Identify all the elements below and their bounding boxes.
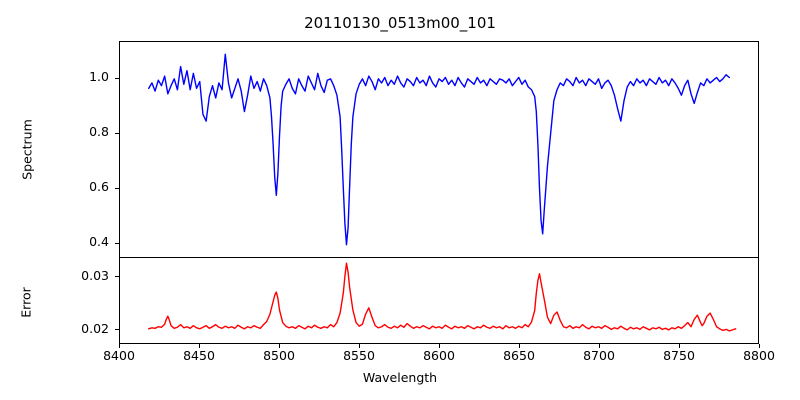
x-tick-mark (198, 344, 200, 348)
x-tick-mark (358, 344, 360, 348)
error-y-tick-label: 0.03 (81, 267, 109, 283)
x-tick-label: 8650 (503, 348, 535, 363)
error-axis-label: Error (18, 287, 34, 318)
spectrum-line (149, 54, 730, 244)
x-tick-label: 8750 (663, 348, 695, 363)
x-tick-mark (518, 344, 520, 348)
x-tick-mark (438, 344, 440, 348)
spectrum-plot-area (120, 42, 758, 257)
x-axis-label: Wavelength (362, 370, 438, 385)
x-tick-mark (278, 344, 280, 348)
error-plot-area (120, 258, 758, 343)
error-y-tick-mark (115, 329, 119, 331)
spectrum-y-tick-mark (115, 242, 119, 244)
x-tick-mark (598, 344, 600, 348)
x-tick-label: 8700 (583, 348, 615, 363)
x-tick-label: 8450 (183, 348, 215, 363)
spectrum-y-tick-label: 0.8 (89, 124, 109, 140)
x-tick-label: 8550 (343, 348, 375, 363)
spectrum-axis-label: Spectrum (19, 119, 35, 180)
spectrum-y-tick-label: 0.6 (89, 179, 109, 195)
x-tick-mark (758, 344, 760, 348)
chart-title: 20110130_0513m00_101 (304, 14, 496, 32)
x-tick-mark (118, 344, 120, 348)
spectrum-panel (119, 41, 759, 258)
spectrum-y-tick-mark (115, 132, 119, 134)
spectrum-y-tick-mark (115, 187, 119, 189)
x-tick-label: 8500 (263, 348, 295, 363)
error-y-tick-mark (115, 276, 119, 278)
x-tick-label: 8400 (103, 348, 135, 363)
x-tick-mark (678, 344, 680, 348)
error-line (149, 263, 736, 331)
x-tick-label: 8800 (743, 348, 775, 363)
spectrum-y-tick-label: 1.0 (89, 69, 109, 85)
error-panel (119, 258, 759, 344)
x-tick-label: 8600 (423, 348, 455, 363)
spectrum-y-tick-mark (115, 77, 119, 79)
spectrum-y-tick-label: 0.4 (89, 234, 109, 250)
error-y-tick-label: 0.02 (81, 320, 109, 336)
